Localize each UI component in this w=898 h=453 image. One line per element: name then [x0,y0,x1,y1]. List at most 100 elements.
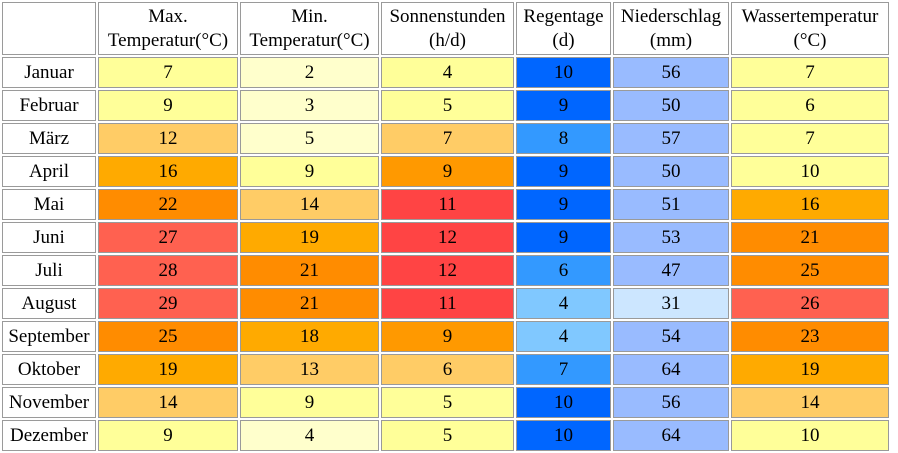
min-temperature-cell: 21 [240,288,379,319]
header-water-temperature: Wassertemperatur (°C) [731,2,889,55]
max-temperature-cell: 19 [98,354,238,385]
header-max-temperature: Max. Temperatur(°C) [98,2,238,55]
sunshine-hours-cell: 9 [381,156,514,187]
month-label: Mai [2,189,96,220]
rain-days-cell: 4 [516,288,611,319]
max-temperature-cell: 25 [98,321,238,352]
max-temperature-cell: 7 [98,57,238,88]
table-row: Februar 9 3 5 9 50 6 [2,90,889,121]
sunshine-hours-cell: 12 [381,255,514,286]
sunshine-hours-cell: 5 [381,387,514,418]
max-temperature-cell: 14 [98,387,238,418]
sunshine-hours-cell: 12 [381,222,514,253]
min-temperature-cell: 13 [240,354,379,385]
precipitation-cell: 56 [613,57,729,88]
precipitation-cell: 57 [613,123,729,154]
table-row: Mai 22 14 11 9 51 16 [2,189,889,220]
rain-days-cell: 10 [516,387,611,418]
table-body: Januar 7 2 4 10 56 7 Februar 9 3 5 9 50 6 März 12 5 7 8 57 7… [2,57,889,451]
max-temperature-cell: 16 [98,156,238,187]
month-label: Dezember [2,420,96,451]
max-temperature-cell: 22 [98,189,238,220]
max-temperature-cell: 9 [98,90,238,121]
month-label: Oktober [2,354,96,385]
month-label: November [2,387,96,418]
month-label: September [2,321,96,352]
min-temperature-cell: 4 [240,420,379,451]
rain-days-cell: 9 [516,156,611,187]
rain-days-cell: 9 [516,90,611,121]
max-temperature-cell: 28 [98,255,238,286]
sunshine-hours-cell: 6 [381,354,514,385]
table-row: Oktober 19 13 6 7 64 19 [2,354,889,385]
sunshine-hours-cell: 11 [381,189,514,220]
table-row: Juni 27 19 12 9 53 21 [2,222,889,253]
rain-days-cell: 9 [516,222,611,253]
month-label: Februar [2,90,96,121]
water-temperature-cell: 19 [731,354,889,385]
header-precipitation: Niederschlag (mm) [613,2,729,55]
header-sunshine-hours: Sonnenstunden (h/d) [381,2,514,55]
month-label: Juni [2,222,96,253]
water-temperature-cell: 7 [731,57,889,88]
table-row: August 29 21 11 4 31 26 [2,288,889,319]
sunshine-hours-cell: 9 [381,321,514,352]
precipitation-cell: 51 [613,189,729,220]
month-label: August [2,288,96,319]
precipitation-cell: 53 [613,222,729,253]
precipitation-cell: 50 [613,90,729,121]
header-min-temperature: Min. Temperatur(°C) [240,2,379,55]
water-temperature-cell: 16 [731,189,889,220]
rain-days-cell: 8 [516,123,611,154]
water-temperature-cell: 6 [731,90,889,121]
rain-days-cell: 7 [516,354,611,385]
min-temperature-cell: 9 [240,156,379,187]
min-temperature-cell: 5 [240,123,379,154]
table-row: März 12 5 7 8 57 7 [2,123,889,154]
table-row: September 25 18 9 4 54 23 [2,321,889,352]
min-temperature-cell: 3 [240,90,379,121]
sunshine-hours-cell: 5 [381,90,514,121]
rain-days-cell: 10 [516,420,611,451]
sunshine-hours-cell: 7 [381,123,514,154]
month-label: Januar [2,57,96,88]
table-row: Dezember 9 4 5 10 64 10 [2,420,889,451]
min-temperature-cell: 9 [240,387,379,418]
sunshine-hours-cell: 5 [381,420,514,451]
rain-days-cell: 10 [516,57,611,88]
sunshine-hours-cell: 4 [381,57,514,88]
precipitation-cell: 54 [613,321,729,352]
precipitation-cell: 31 [613,288,729,319]
max-temperature-cell: 12 [98,123,238,154]
header-row: Max. Temperatur(°C) Min. Temperatur(°C) So… [2,2,889,55]
month-label: März [2,123,96,154]
water-temperature-cell: 14 [731,387,889,418]
month-label: Juli [2,255,96,286]
min-temperature-cell: 18 [240,321,379,352]
water-temperature-cell: 21 [731,222,889,253]
table-row: Januar 7 2 4 10 56 7 [2,57,889,88]
sunshine-hours-cell: 11 [381,288,514,319]
precipitation-cell: 64 [613,354,729,385]
month-label: April [2,156,96,187]
table-row: April 16 9 9 9 50 10 [2,156,889,187]
water-temperature-cell: 10 [731,420,889,451]
water-temperature-cell: 7 [731,123,889,154]
precipitation-cell: 56 [613,387,729,418]
min-temperature-cell: 14 [240,189,379,220]
rain-days-cell: 4 [516,321,611,352]
water-temperature-cell: 26 [731,288,889,319]
max-temperature-cell: 29 [98,288,238,319]
min-temperature-cell: 19 [240,222,379,253]
rain-days-cell: 6 [516,255,611,286]
precipitation-cell: 64 [613,420,729,451]
header-rain-days: Regentage (d) [516,2,611,55]
min-temperature-cell: 21 [240,255,379,286]
max-temperature-cell: 27 [98,222,238,253]
water-temperature-cell: 10 [731,156,889,187]
water-temperature-cell: 25 [731,255,889,286]
max-temperature-cell: 9 [98,420,238,451]
table-row: November 14 9 5 10 56 14 [2,387,889,418]
precipitation-cell: 50 [613,156,729,187]
